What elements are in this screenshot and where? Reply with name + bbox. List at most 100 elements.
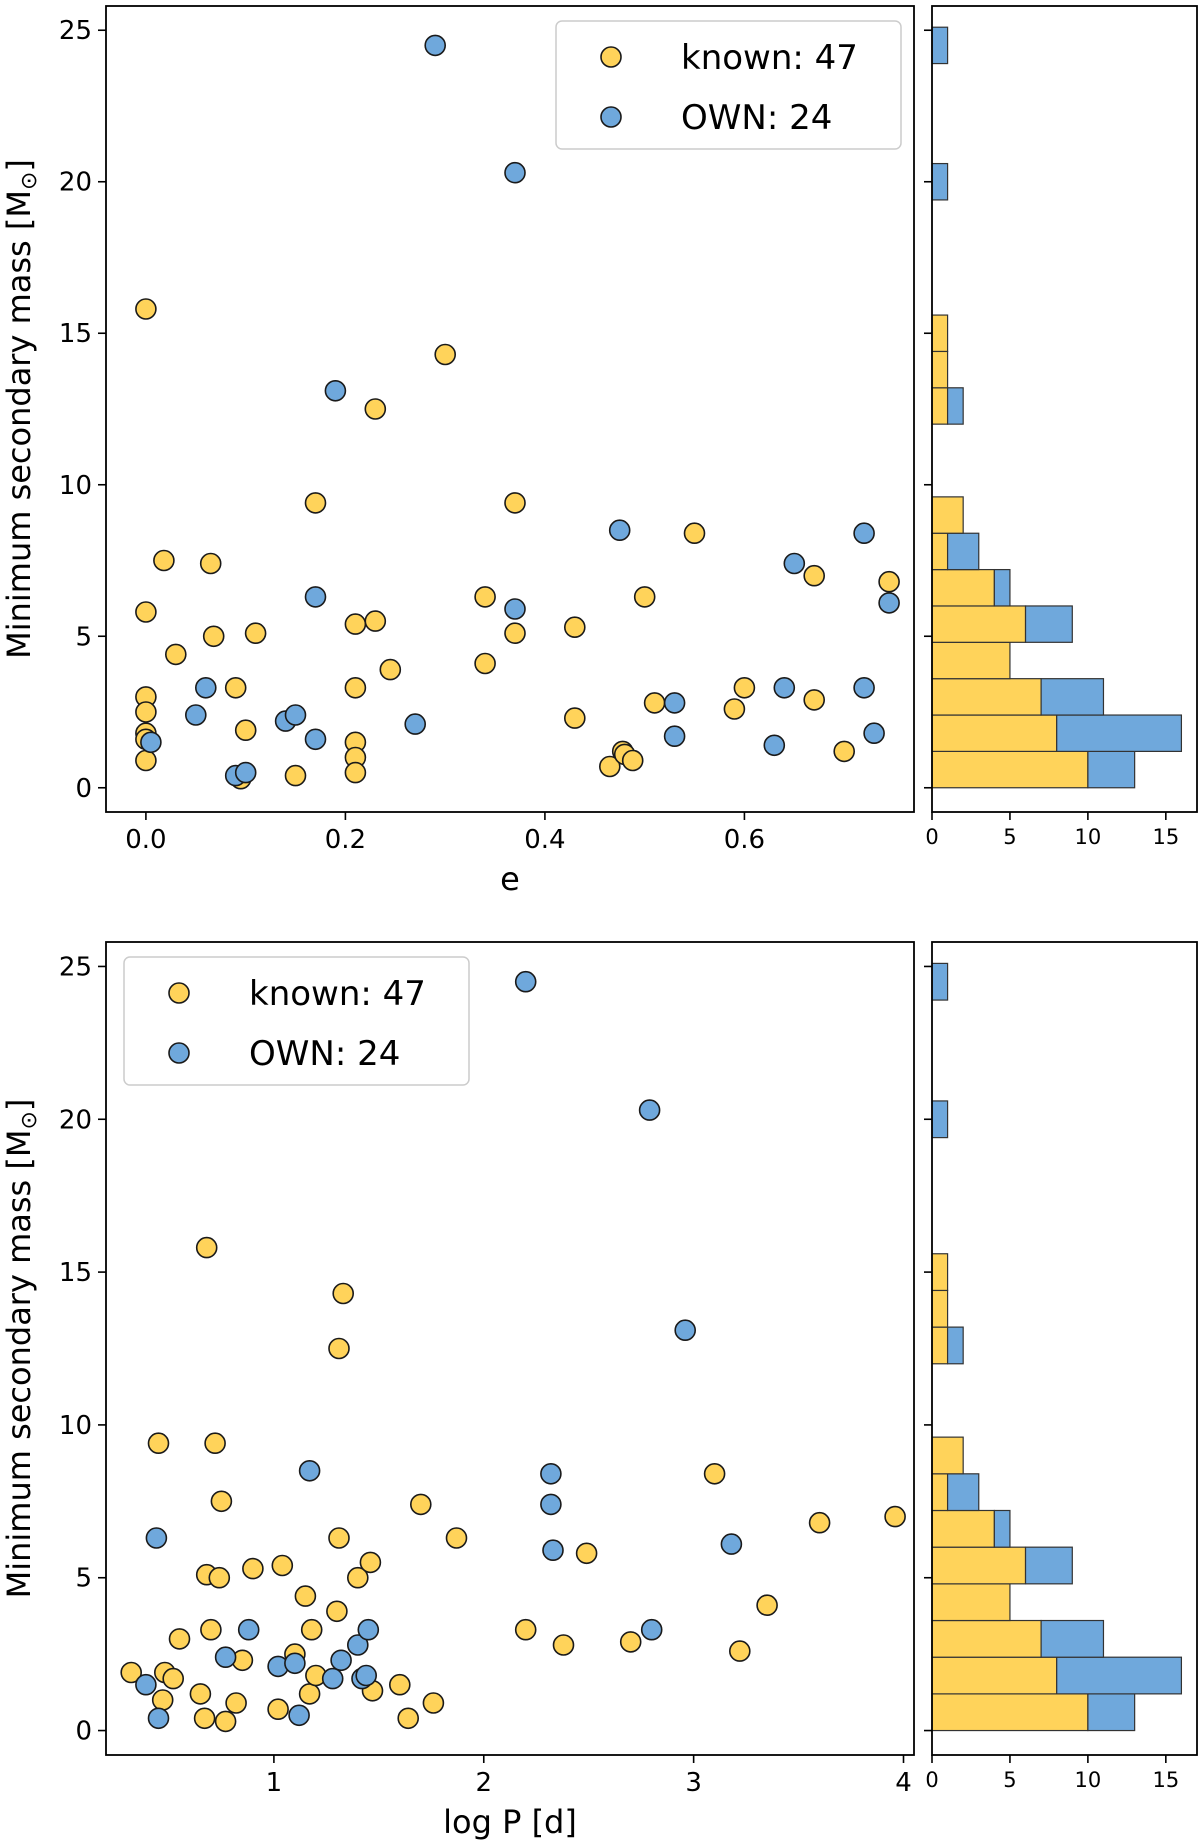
data-point — [621, 749, 644, 772]
data-point — [120, 1661, 142, 1684]
data-point — [346, 1566, 369, 1589]
series-own — [135, 970, 743, 1730]
data-point — [162, 1667, 184, 1690]
data-point — [404, 713, 427, 735]
x-tick-label: 3 — [685, 1768, 702, 1798]
x-tick-label: 4 — [895, 1768, 912, 1798]
data-point — [878, 570, 900, 593]
data-point — [332, 1282, 355, 1305]
hist-bar-known — [931, 387, 949, 425]
data-point — [225, 1692, 247, 1714]
data-point — [388, 1673, 411, 1696]
data-point — [563, 616, 586, 639]
data-point — [853, 676, 875, 699]
data-point — [633, 586, 656, 608]
y-tick-label: 25 — [59, 952, 92, 982]
panel-1: 0.0 0.2 0.4 0.6 0 5 10 15 20 25 e Minimum secondary… — [0, 5, 1198, 898]
hist-bar-own — [1040, 678, 1105, 716]
hist-bar-known — [931, 1326, 949, 1365]
data-point — [208, 1566, 231, 1589]
series-own — [140, 34, 900, 787]
y-axis-label-text: Minimum secondary mass [M — [0, 1130, 38, 1599]
x-tick-label: 1 — [266, 1768, 283, 1798]
data-point — [304, 586, 327, 608]
data-point — [756, 1594, 778, 1616]
hist-x-tick-label: 0 — [925, 825, 938, 849]
legend-label-own: OWN: 24 — [249, 1034, 400, 1074]
data-point — [364, 398, 387, 420]
data-point — [151, 1689, 174, 1711]
hist-x-tick-label: 10 — [1075, 825, 1102, 849]
hist-bar-known — [931, 314, 949, 353]
hist-bar-own — [946, 387, 964, 425]
data-point — [300, 1618, 323, 1641]
data-point — [304, 728, 327, 751]
y-tick-label: 20 — [59, 1105, 92, 1135]
hist-bar-own — [1087, 1693, 1136, 1732]
hist-bar-own — [1024, 1546, 1073, 1585]
hist-bar-own — [946, 1326, 964, 1365]
x-tick-label: 0.2 — [325, 825, 366, 855]
plot-frame — [105, 941, 915, 1756]
data-point — [214, 1646, 237, 1668]
data-point — [598, 755, 621, 778]
data-point — [763, 734, 786, 757]
hist-bar-own — [993, 1509, 1011, 1548]
hist-bar-known — [931, 568, 995, 607]
data-point — [355, 1664, 378, 1687]
hist-x-tick-label: 5 — [1003, 825, 1016, 849]
hist-bar-known — [931, 350, 949, 389]
data-point — [379, 658, 402, 681]
hist-bar-known — [931, 605, 1027, 643]
data-point — [504, 622, 526, 645]
data-point — [284, 1652, 306, 1675]
hist-x-tick-label: 10 — [1075, 1768, 1102, 1792]
legend: known: 47 OWN: 24 — [555, 20, 902, 150]
y-tick-label: 20 — [59, 168, 92, 198]
data-point — [514, 970, 537, 993]
data-point — [563, 707, 586, 729]
data-point — [234, 719, 257, 742]
data-point — [147, 1432, 170, 1454]
data-point — [168, 1628, 191, 1650]
data-point — [330, 1649, 352, 1672]
legend: known: 47 OWN: 24 — [123, 956, 470, 1086]
hist-x-tick-label: 15 — [1152, 1768, 1179, 1792]
data-point — [445, 1527, 468, 1549]
data-point — [214, 1710, 237, 1733]
data-point — [199, 552, 222, 575]
data-point — [683, 522, 706, 545]
y-tick-label: 15 — [59, 1258, 92, 1288]
hist-bar-known — [931, 1656, 1058, 1695]
hist-bar-own — [1024, 605, 1073, 643]
hist-bar-known — [931, 1289, 949, 1328]
hist-bar-known — [931, 496, 964, 534]
hist-bar-known — [931, 1546, 1027, 1585]
y-axis-label-symbol: ⊙ — [17, 172, 42, 190]
data-point — [344, 613, 367, 635]
hist-bar-known — [931, 1253, 949, 1292]
data-point — [344, 676, 367, 699]
hist-bar-known — [931, 532, 949, 571]
data-point — [397, 1707, 420, 1730]
data-point — [552, 1634, 575, 1656]
y-axis-label-text: Minimum secondary mass [M — [0, 190, 38, 659]
y-axis-label: Minimum secondary mass [M⊙] — [0, 159, 42, 659]
data-point — [474, 586, 496, 608]
hist-bar-own — [946, 532, 980, 571]
data-point — [540, 1463, 562, 1485]
data-point — [147, 1707, 170, 1730]
data-point — [195, 676, 217, 699]
y-tick-label: 5 — [75, 622, 92, 652]
data-point — [733, 676, 756, 699]
data-point — [202, 625, 225, 648]
data-point — [135, 701, 157, 723]
data-point — [200, 1618, 222, 1641]
hist-bar-own — [946, 1473, 980, 1512]
hist-x-tick-label: 15 — [1152, 825, 1179, 849]
data-point — [185, 704, 207, 726]
data-point — [189, 1683, 212, 1705]
data-point — [140, 731, 162, 754]
x-axis-label: log P [d] — [443, 1803, 577, 1841]
data-point — [326, 1600, 348, 1623]
